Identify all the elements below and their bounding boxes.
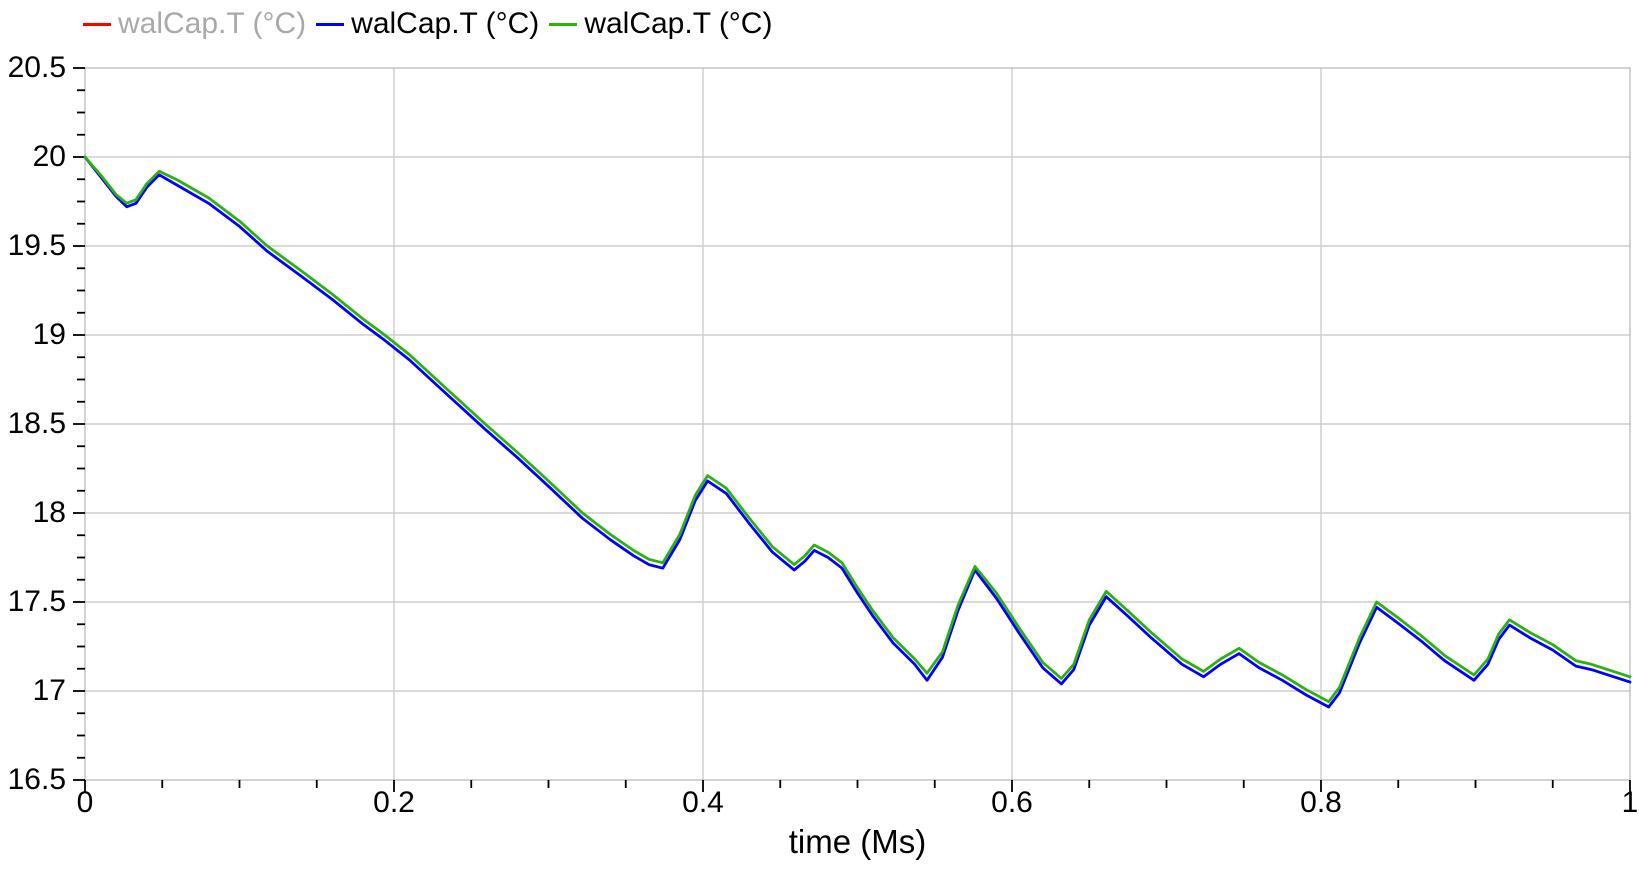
x-tick-label: 0.4 xyxy=(682,786,724,819)
x-tick-label: 0.8 xyxy=(1300,786,1342,819)
legend-item-green[interactable]: walCap.T (°C) xyxy=(549,4,772,44)
y-tick-label: 18 xyxy=(32,496,66,529)
legend-item-blue[interactable]: walCap.T (°C) xyxy=(316,4,539,44)
y-tick-label: 17.5 xyxy=(7,585,66,618)
y-tick-label: 17 xyxy=(32,674,66,707)
y-tick-label: 20 xyxy=(32,140,66,173)
legend-line-marker-red xyxy=(83,22,111,26)
y-tick-label: 18.5 xyxy=(7,407,66,440)
x-tick-label: 0.2 xyxy=(373,786,415,819)
x-axis-ticks xyxy=(84,780,1631,792)
y-tick-label: 20.5 xyxy=(7,51,66,84)
legend-item-red[interactable]: walCap.T (°C) xyxy=(83,4,306,44)
legend: walCap.T (°C) walCap.T (°C) walCap.T (°C… xyxy=(83,3,772,45)
y-tick-label: 19.5 xyxy=(7,229,66,262)
y-tick-label: 16.5 xyxy=(7,763,66,796)
legend-line-marker-blue xyxy=(316,22,345,26)
legend-label-green: walCap.T (°C) xyxy=(584,7,773,40)
x-tick-label: 0 xyxy=(76,786,94,819)
legend-label-red: walCap.T (°C) xyxy=(118,7,307,40)
series-line-2 xyxy=(83,155,1632,704)
x-tick-label: 0.6 xyxy=(991,786,1033,819)
series-line-1 xyxy=(83,155,1632,709)
legend-line-marker-green xyxy=(549,22,578,26)
legend-label-blue: walCap.T (°C) xyxy=(351,7,540,40)
x-tick-label: 1 xyxy=(1621,786,1639,819)
gridlines xyxy=(85,68,1630,780)
y-tick-label: 19 xyxy=(32,318,66,351)
y-axis-ticks xyxy=(73,67,85,781)
x-axis-title: time (Ms) xyxy=(788,823,927,860)
